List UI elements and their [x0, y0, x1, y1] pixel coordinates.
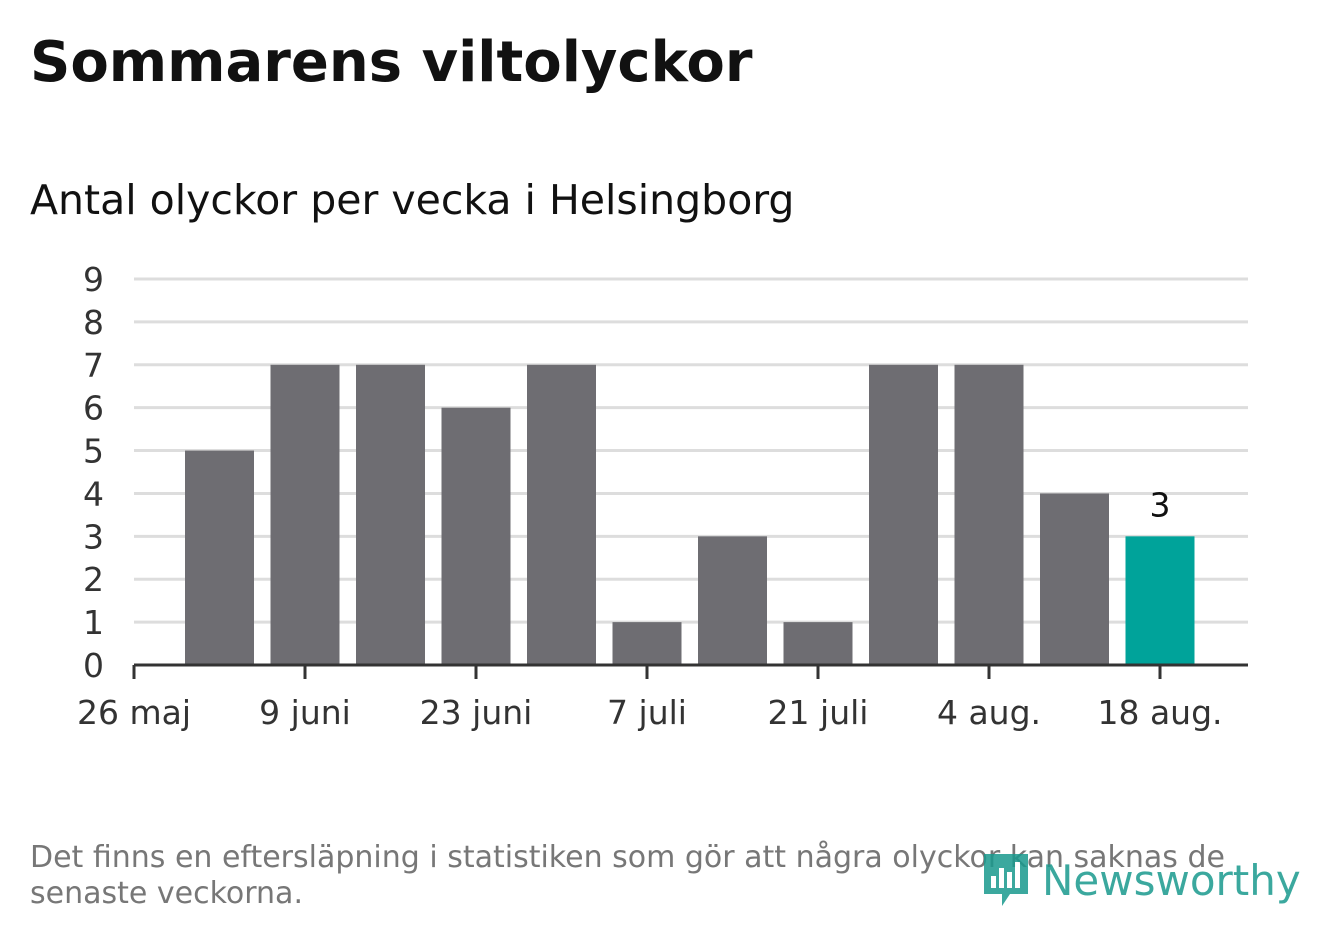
x-tick-label-0: 26 maj — [77, 693, 191, 732]
y-tick-label-1: 1 — [83, 603, 104, 642]
y-tick-label-0: 0 — [83, 646, 104, 685]
y-tick-label-9: 9 — [83, 260, 104, 299]
bars — [185, 364, 1195, 665]
newsworthy-logo: Newsworthy — [980, 848, 1301, 912]
bar-6 — [698, 536, 767, 665]
y-tick-label-5: 5 — [83, 432, 104, 471]
bar-2 — [356, 364, 425, 665]
chart-title: Sommarens viltolyckor — [30, 30, 753, 95]
labels: 0 1 2 3 45 6 7 8 9 3 26 maj 9 juni 23 juni 7 juli 21 j… — [77, 260, 1223, 732]
x-tick-label-6: 18 aug. — [1097, 693, 1222, 732]
bar-3 — [441, 407, 511, 665]
y-tick-label-2: 2 — [83, 560, 104, 599]
y-tick-label-4: 4 — [83, 474, 104, 513]
bar-11 — [1125, 536, 1195, 665]
y-tick-label-8: 8 — [83, 303, 104, 342]
bar-0 — [185, 450, 254, 665]
y-tick-label-6: 6 — [83, 389, 104, 428]
y-tick-label-7: 7 — [83, 346, 104, 385]
chart-subtitle: Antal olyckor per vecka i Helsingborg — [30, 176, 795, 224]
bar-4 — [527, 364, 596, 665]
bar-value-label: 3 — [1150, 485, 1171, 524]
x-tick-label-4: 21 juli — [768, 693, 869, 732]
x-axis — [132, 663, 1248, 679]
x-tick-label-5: 4 aug. — [937, 693, 1041, 732]
x-tick-label-3: 7 juli — [607, 693, 687, 732]
bar-10 — [1040, 493, 1109, 665]
x-tick-label-1: 9 juni — [259, 693, 351, 732]
x-tick-label-2: 23 juni — [420, 693, 533, 732]
bar-5 — [612, 622, 682, 665]
bar-1 — [270, 364, 340, 665]
logo-text: Newsworthy — [1042, 855, 1301, 905]
bar-chart: 0 1 2 3 45 6 7 8 9 3 26 maj 9 juni 23 juni 7 juli 21 j… — [77, 260, 1248, 732]
y-tick-label-3: 3 — [83, 517, 104, 556]
bar-chart-badge-icon — [984, 854, 1028, 906]
bar-8 — [869, 364, 938, 665]
bar-9 — [954, 364, 1024, 665]
bar-7 — [783, 622, 853, 665]
